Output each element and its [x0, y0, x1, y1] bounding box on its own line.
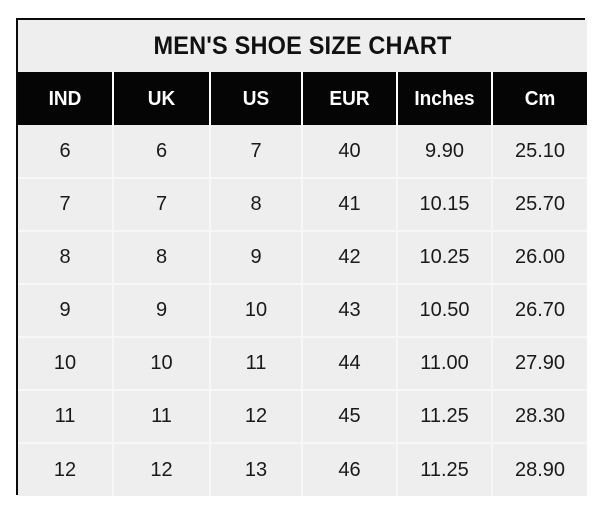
column-header-label-eur: EUR	[329, 88, 370, 110]
table-row: 7 7 8 41 10.15 25.70	[18, 178, 588, 232]
cell-uk: 7	[113, 178, 211, 232]
cell-cm: 25.70	[492, 178, 588, 232]
cell-us: 7	[210, 125, 303, 179]
cell-inches: 10.15	[397, 178, 493, 232]
column-header-uk: UK	[113, 72, 211, 125]
cell-us: 9	[210, 231, 303, 285]
cell-eur: 43	[302, 284, 398, 338]
table-row: 9 9 10 43 10.50 26.70	[18, 284, 588, 338]
cell-eur: 42	[302, 231, 398, 285]
chart-title-cell: MEN'S SHOE SIZE CHART	[18, 20, 588, 73]
table-head: MEN'S SHOE SIZE CHART IND UK US EUR	[18, 20, 588, 125]
column-header-row: IND UK US EUR Inches Cm	[18, 72, 588, 125]
cell-us: 10	[210, 284, 303, 338]
column-header-label-ind: IND	[48, 88, 82, 110]
cell-us: 13	[210, 443, 303, 496]
cell-uk: 8	[113, 231, 211, 285]
column-header-label-cm: Cm	[524, 88, 556, 110]
cell-cm: 28.30	[492, 390, 588, 444]
chart-title-row: MEN'S SHOE SIZE CHART	[18, 20, 588, 73]
table-row: 10 10 11 44 11.00 27.90	[18, 337, 588, 391]
column-header-ind: IND	[18, 72, 114, 125]
cell-cm: 26.70	[492, 284, 588, 338]
size-table: MEN'S SHOE SIZE CHART IND UK US EUR	[18, 20, 588, 496]
column-header-label-inches: Inches	[414, 88, 475, 110]
cell-inches: 11.00	[397, 337, 493, 391]
cell-cm: 26.00	[492, 231, 588, 285]
cell-inches: 10.50	[397, 284, 493, 338]
table-body: 6 6 7 40 9.90 25.10 7 7 8 41 10.15 25.70…	[18, 125, 588, 496]
cell-ind: 12	[18, 443, 114, 496]
shoe-size-chart: MEN'S SHOE SIZE CHART IND UK US EUR	[16, 18, 588, 496]
cell-us: 11	[210, 337, 303, 391]
table-row: 8 8 9 42 10.25 26.00	[18, 231, 588, 285]
cell-inches: 9.90	[397, 125, 493, 179]
cell-eur: 46	[302, 443, 398, 496]
cell-cm: 27.90	[492, 337, 588, 391]
column-header-label-us: US	[242, 88, 270, 110]
cell-ind: 8	[18, 231, 114, 285]
column-header-label-uk: UK	[147, 88, 176, 110]
cell-ind: 10	[18, 337, 114, 391]
cell-inches: 10.25	[397, 231, 493, 285]
table-row: 12 12 13 46 11.25 28.90	[18, 443, 588, 496]
column-header-eur: EUR	[302, 72, 398, 125]
cell-us: 12	[210, 390, 303, 444]
cell-uk: 6	[113, 125, 211, 179]
cell-cm: 25.10	[492, 125, 588, 179]
cell-cm: 28.90	[492, 443, 588, 496]
cell-eur: 45	[302, 390, 398, 444]
cell-ind: 7	[18, 178, 114, 232]
cell-uk: 12	[113, 443, 211, 496]
column-header-us: US	[210, 72, 303, 125]
column-header-inches: Inches	[397, 72, 493, 125]
table-row: 11 11 12 45 11.25 28.30	[18, 390, 588, 444]
page-title: MEN'S SHOE SIZE CHART	[153, 32, 452, 60]
column-header-cm: Cm	[492, 72, 588, 125]
table-row: 6 6 7 40 9.90 25.10	[18, 125, 588, 179]
cell-uk: 10	[113, 337, 211, 391]
cell-eur: 44	[302, 337, 398, 391]
cell-eur: 41	[302, 178, 398, 232]
cell-ind: 9	[18, 284, 114, 338]
cell-ind: 6	[18, 125, 114, 179]
cell-inches: 11.25	[397, 443, 493, 496]
cell-eur: 40	[302, 125, 398, 179]
cell-us: 8	[210, 178, 303, 232]
cell-inches: 11.25	[397, 390, 493, 444]
cell-ind: 11	[18, 390, 114, 444]
cell-uk: 9	[113, 284, 211, 338]
cell-uk: 11	[113, 390, 211, 444]
